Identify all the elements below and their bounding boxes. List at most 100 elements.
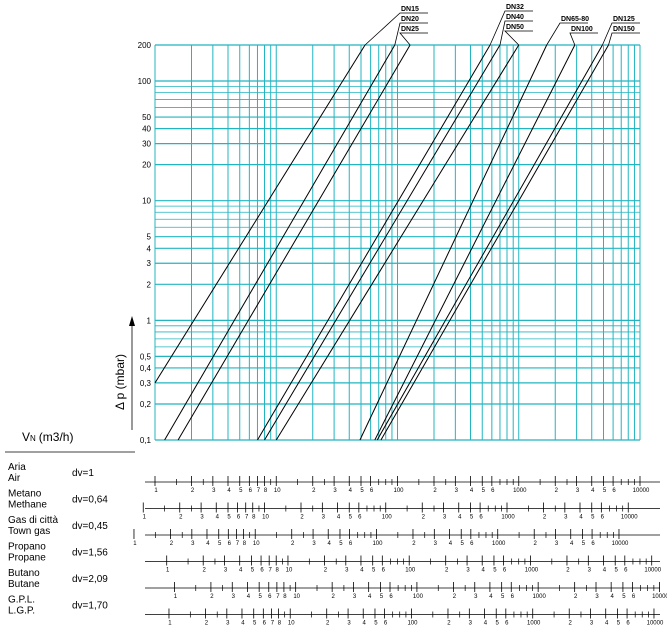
scale-tick-label: 10 — [262, 515, 269, 521]
scale-tick-label: 6 — [503, 568, 507, 574]
dn-label: DN150 — [613, 26, 635, 33]
scale-tick-label: 3 — [333, 488, 337, 494]
scale-tick-label: 2 — [412, 541, 416, 547]
y-tick-label: 5 — [147, 233, 152, 242]
scale-tick-label: 4 — [484, 621, 488, 627]
y-tick-label: 10 — [142, 197, 151, 206]
scale-tick-label: 100 — [407, 621, 418, 627]
scale-tick-label: 3 — [474, 594, 478, 600]
scale-tick-label: 6 — [511, 594, 515, 600]
scale-tick-label: 10 — [288, 621, 295, 627]
scale-tick-label: 5 — [372, 568, 376, 574]
scale-tick-label: 7 — [269, 568, 273, 574]
scale-tick-label: 1 — [143, 515, 147, 521]
scale-tick-label: 5 — [493, 568, 497, 574]
y-tick-label: 0,1 — [140, 436, 152, 445]
scale-tick-label: 1000 — [525, 568, 539, 574]
y-tick-label: 2 — [147, 280, 152, 289]
scale-tick-label: 4 — [489, 594, 493, 600]
y-axis-label: Δ p (mbar) — [113, 354, 127, 410]
scale-tick-label: 7 — [276, 594, 280, 600]
dn-line — [257, 44, 491, 441]
scale-tick-label: 10 — [253, 541, 260, 547]
y-tick-label: 0,3 — [140, 379, 152, 388]
gas-density: dv=0,45 — [72, 521, 108, 532]
scale-tick-label: 1000 — [527, 621, 541, 627]
scale-tick-label: 3 — [312, 541, 316, 547]
scale-tick-label: 5 — [380, 594, 384, 600]
scale-tick-label: 5 — [470, 515, 474, 521]
scale-tick-label: 4 — [206, 541, 210, 547]
scale-tick-label: 3 — [232, 594, 236, 600]
dn-label: DN20 — [401, 16, 419, 23]
y-arrow-head — [129, 316, 135, 326]
dn-label: DN32 — [506, 4, 524, 11]
scale-tick-label: 4 — [579, 515, 583, 521]
scale-tick-label: 2 — [543, 515, 547, 521]
scale-tick-label: 2 — [312, 488, 316, 494]
scale-tick-label: 4 — [363, 621, 367, 627]
dn-leader — [546, 22, 588, 46]
dn-line — [154, 44, 366, 384]
scale-tick-label: 5 — [617, 621, 621, 627]
scale-tick-label: 1000 — [513, 488, 527, 494]
scale-tick-label: 10 — [293, 594, 300, 600]
scale-tick-label: 4 — [349, 488, 353, 494]
scale-tick-label: 4 — [368, 594, 372, 600]
scale-tick-label: 8 — [278, 621, 282, 627]
scale-tick-label: 2 — [422, 515, 426, 521]
scale-tick-label: 5 — [501, 594, 505, 600]
scale-tick-label: 2 — [179, 515, 183, 521]
scale-tick-label: 1000 — [532, 594, 546, 600]
scale-tick-label: 2 — [445, 568, 449, 574]
scale-tick-label: 4 — [247, 594, 251, 600]
scale-tick-label: 4 — [603, 568, 607, 574]
scale-tick-label: 5 — [253, 621, 257, 627]
gas-name: Propano — [8, 542, 46, 553]
scale-tick-label: 2 — [210, 594, 214, 600]
scale-tick-label: 5 — [339, 541, 343, 547]
scale-tick-label: 2 — [191, 488, 195, 494]
y-tick-label: 40 — [142, 125, 151, 134]
scale-tick-label: 5 — [218, 541, 222, 547]
dn-label: DN40 — [506, 14, 524, 21]
scale-tick-label: 5 — [239, 488, 243, 494]
gas-name-en: Butane — [8, 579, 40, 590]
scale-tick-label: 6 — [612, 488, 616, 494]
scale-tick-label: 3 — [434, 541, 438, 547]
dn-leader — [569, 32, 598, 46]
scale-tick-label: 5 — [622, 594, 626, 600]
scale-tick-label: 5 — [461, 541, 465, 547]
scale-tick-label: 3 — [212, 488, 216, 494]
scale-tick-label: 10000 — [647, 621, 664, 627]
dn-label: DN100 — [571, 26, 593, 33]
gas-density: dv=2,09 — [72, 574, 108, 585]
scale-tick-label: 6 — [624, 568, 628, 574]
dn-label: DN25 — [401, 26, 419, 33]
scale-tick-label: 6 — [268, 594, 272, 600]
scale-tick-label: 8 — [243, 541, 247, 547]
scale-tick-label: 6 — [601, 515, 605, 521]
scale-tick-label: 2 — [566, 568, 570, 574]
gas-density: dv=0,64 — [72, 495, 108, 506]
dn-leader — [489, 10, 533, 46]
scale-tick-label: 5 — [360, 488, 364, 494]
scale-tick-label: 3 — [443, 515, 447, 521]
scale-tick-label: 10000 — [644, 568, 661, 574]
scale-tick-label: 6 — [249, 488, 253, 494]
scale-tick-label: 7 — [245, 515, 249, 521]
scale-tick-label: 5 — [251, 568, 255, 574]
scale-tick-label: 3 — [345, 568, 349, 574]
scale-tick-label: 4 — [605, 621, 609, 627]
scale-tick-label: 6 — [470, 541, 474, 547]
scale-tick-label: 6 — [505, 621, 509, 627]
scale-tick-label: 3 — [191, 541, 195, 547]
scale-tick-label: 6 — [382, 568, 386, 574]
scale-tick-label: 3 — [555, 541, 559, 547]
scale-tick-label: 7 — [236, 541, 240, 547]
scale-tick-label: 1000 — [492, 541, 506, 547]
scale-tick-label: 5 — [482, 488, 486, 494]
scale-tick-label: 3 — [469, 621, 473, 627]
scale-tick-label: 3 — [347, 621, 351, 627]
